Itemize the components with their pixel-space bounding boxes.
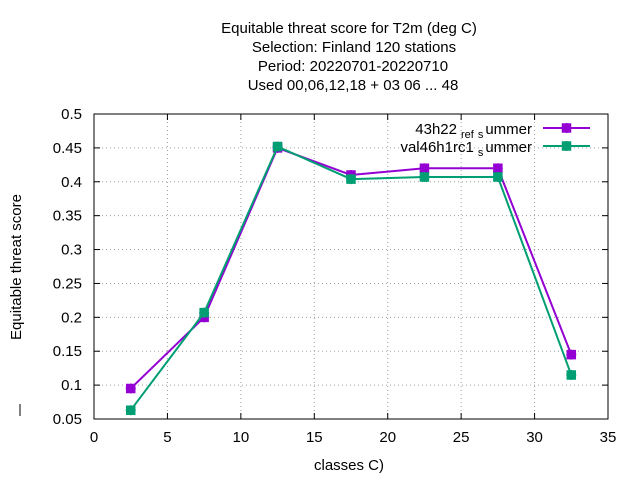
title-line-3: Period: 20220701-20220710 — [258, 58, 448, 75]
legend-label-1-main: 43h22 — [415, 121, 457, 138]
y-tick-label: 0.1 — [61, 377, 82, 394]
series-2-point — [419, 172, 430, 183]
series-2-point — [272, 141, 283, 152]
legend-label-1: 43h22 ref s ummer — [415, 121, 532, 141]
title-line-1: Equitable threat score for T2m (deg C) — [221, 20, 477, 37]
legend-marker-1 — [561, 123, 572, 133]
y-tick-label: 0.05 — [53, 411, 82, 428]
x-tick-label: 30 — [526, 429, 543, 446]
x-tick-label: 5 — [163, 429, 171, 446]
y-tick-label: 0.3 — [61, 242, 82, 259]
legend: 43h22 ref s ummer val46h1rc1 s ummer — [400, 121, 590, 159]
legend-label-2-end: ummer — [485, 139, 532, 156]
legend-label-1-sub1: ref — [461, 129, 475, 141]
y-tick-label: 0.2 — [61, 309, 82, 326]
series — [125, 141, 577, 416]
y-tick-label: 0.5 — [61, 106, 82, 123]
x-tick-label: 35 — [600, 429, 617, 446]
series-1-point — [492, 163, 503, 174]
series-2-point — [199, 307, 210, 318]
x-tick-label: 0 — [90, 429, 98, 446]
series-2-point — [566, 369, 577, 380]
y-tick-label: 0.35 — [53, 208, 82, 225]
series-2-point — [125, 405, 136, 416]
legend-label-1-end: ummer — [485, 121, 532, 138]
y-tick-label: 0.4 — [61, 174, 82, 191]
series-2-point — [346, 174, 356, 185]
y-tick-label: 0.25 — [53, 275, 82, 292]
x-tick-labels: 0 5 10 15 20 25 30 35 — [90, 429, 617, 446]
y-tick-label: 0.15 — [53, 343, 82, 360]
title-line-2: Selection: Finland 120 stations — [252, 39, 456, 56]
chart-title: Equitable threat score for T2m (deg C) S… — [221, 20, 477, 94]
legend-marker-2 — [561, 141, 572, 151]
series-1-point — [125, 383, 136, 394]
y-axis-label: Equitable threat score — [8, 194, 25, 340]
x-tick-label: 25 — [453, 429, 470, 446]
legend-label-1-sub2: s — [478, 129, 484, 141]
x-axis-label: classes C) — [314, 457, 384, 474]
series-1-point — [419, 163, 430, 174]
y-tick-label: 0.45 — [53, 140, 82, 157]
title-line-4: Used 00,06,12,18 + 03 06 ... 48 — [248, 77, 459, 94]
series-1-point — [566, 349, 577, 360]
x-tick-label: 15 — [306, 429, 323, 446]
plot-frame — [93, 113, 609, 420]
x-tick-label: 10 — [233, 429, 250, 446]
x-tick-label: 20 — [379, 429, 396, 446]
legend-label-2-main: val46h1rc1 — [400, 139, 473, 156]
y-tick-labels: 0.05 0.1 0.15 0.2 0.25 0.3 0.35 0.4 0.45 0.5 — [53, 106, 82, 428]
legend-label-2: val46h1rc1 s ummer — [400, 139, 532, 159]
legend-label-2-sub2: s — [478, 147, 484, 159]
series-2-point — [492, 172, 503, 183]
